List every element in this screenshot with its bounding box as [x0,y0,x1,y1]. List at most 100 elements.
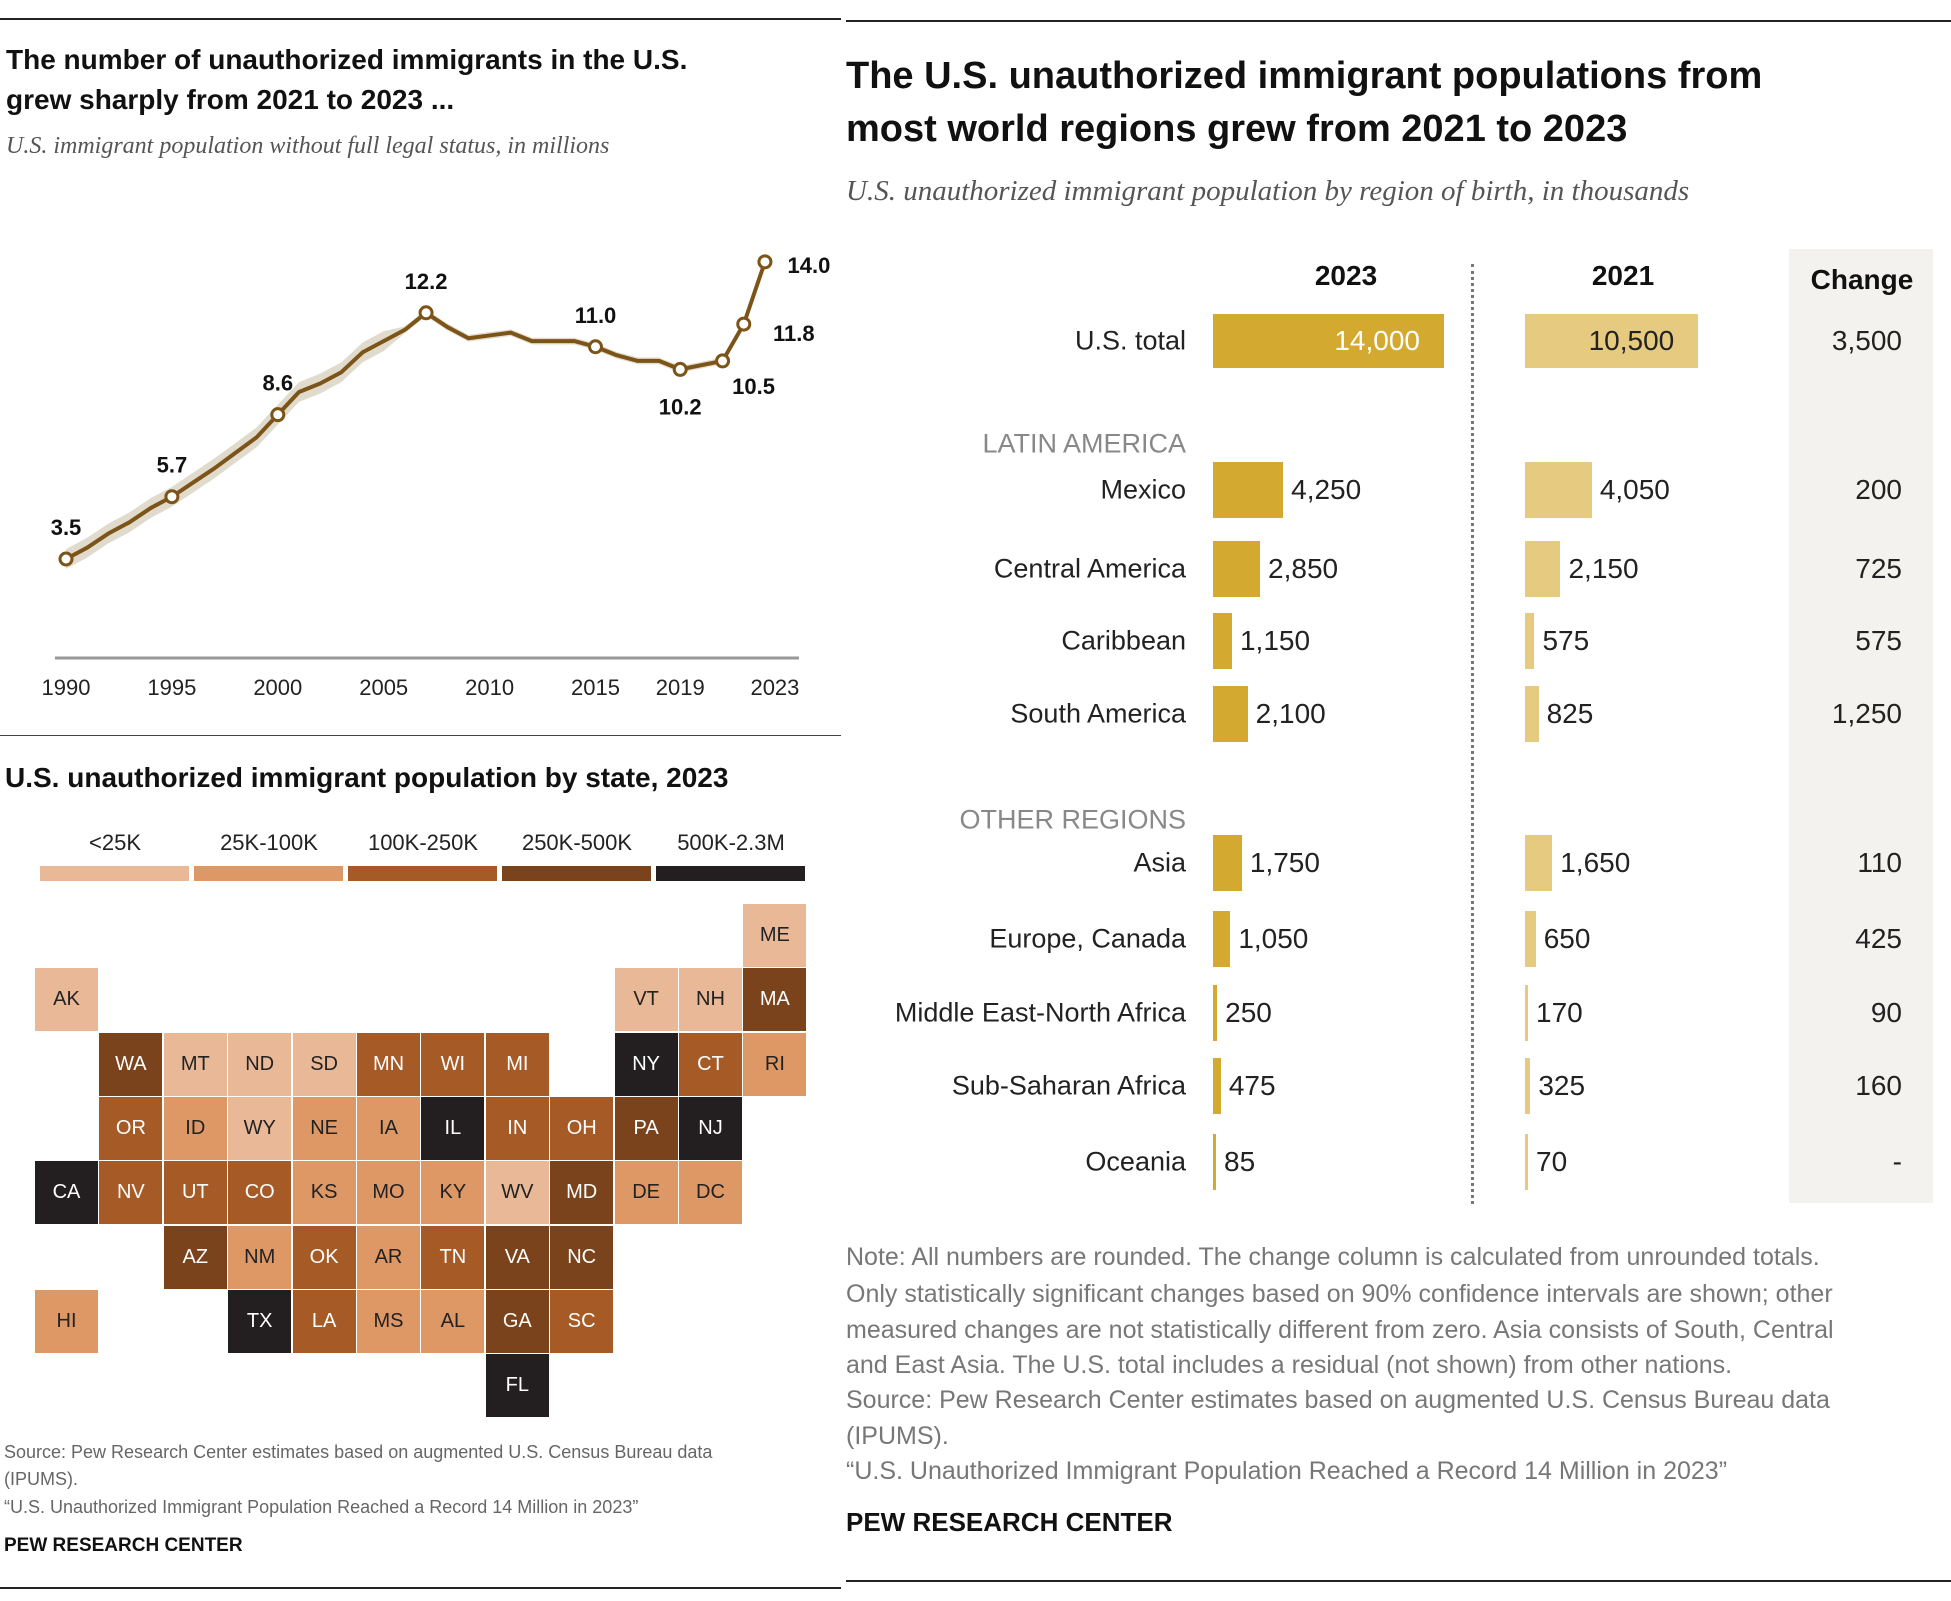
change-value: 425 [1855,923,1902,954]
left-top-rule [0,18,841,20]
state-tile-ia: IA [357,1096,420,1160]
bar-2021 [1525,613,1535,669]
value-2023: 4,250 [1291,474,1362,505]
right-brand: PEW RESEARCH CENTER [846,1507,1173,1537]
state-tile-ok: OK [292,1225,356,1289]
state-tile-ms: MS [357,1289,420,1353]
value-2023: 2,850 [1268,553,1339,584]
value-2021: 1,650 [1560,847,1631,878]
state-tile-mi: MI [485,1032,549,1096]
state-tile-la: LA [292,1289,356,1353]
state-tile-md: MD [550,1161,614,1225]
state-tile-ar: AR [357,1225,420,1289]
state-tile-az: AZ [163,1225,227,1289]
bar-2023 [1213,835,1242,891]
state-tile-dc: DC [679,1161,742,1225]
row-label: Middle East-North Africa [894,997,1186,1028]
line-chart-title-line-1: The number of unauthorized immigrants in… [6,44,688,75]
state-tile-id: ID [163,1096,227,1160]
header-change: Change [1810,264,1914,295]
data-label: 10.5 [732,374,775,399]
state-tile-in: IN [485,1096,549,1160]
data-point [672,361,688,377]
bar-2023 [1213,911,1231,967]
legend-label: <25K [89,830,141,855]
state-tile-nv: NV [99,1161,163,1225]
state-tile-ri: RI [743,1032,807,1096]
bar-2021 [1525,1058,1531,1114]
note-line: Source: Pew Research Center estimates ba… [846,1386,1830,1414]
header-2021: 2021 [1591,260,1655,291]
note-line: (IPUMS). [846,1422,949,1450]
state-tile-va: VA [485,1225,549,1289]
row-label: U.S. total [1074,325,1186,356]
state-tile-ct: CT [679,1032,742,1096]
change-value: 725 [1855,553,1902,584]
data-label: 11.8 [773,321,815,346]
data-point [418,305,434,321]
state-tile-pa: PA [614,1096,678,1160]
row-label: Mexico [1100,474,1186,505]
state-tile-ne: NE [292,1096,356,1160]
bar-2021 [1525,911,1536,967]
row-label: Asia [1133,847,1186,878]
row-label: Central America [993,553,1186,584]
bar-chart-title-line-1: The U.S. unauthorized immigrant populati… [846,55,1763,97]
note-line: Note: All numbers are rounded. The chang… [846,1243,1820,1271]
change-column-background [1789,249,1933,1203]
header-2023: 2023 [1314,260,1378,291]
x-tick-label: 2005 [359,675,408,700]
state-tile-ks: KS [292,1161,356,1225]
bar-2021 [1525,835,1553,891]
left-mid-rule [0,735,841,736]
state-tile-sc: SC [550,1289,614,1353]
bar-chart-title-line-2: most world regions grew from 2021 to 202… [846,108,1628,150]
state-tile-or: OR [99,1096,163,1160]
value-2021: 325 [1538,1070,1586,1101]
change-value: 1,250 [1831,698,1902,729]
state-tile-wi: WI [421,1032,485,1096]
bar-2023 [1213,462,1284,518]
x-tick-label: 2010 [465,675,514,700]
state-tile-mt: MT [163,1032,227,1096]
state-tile-ut: UT [163,1161,227,1225]
right-bottom-rule [846,1580,1951,1582]
state-tile-ga: GA [485,1289,549,1353]
change-value: 110 [1857,847,1902,878]
state-tile-il: IL [421,1096,485,1160]
change-value: 90 [1870,997,1902,1028]
category-label: OTHER REGIONS [959,804,1186,835]
state-tile-ky: KY [421,1161,485,1225]
state-tile-vt: VT [614,968,678,1032]
x-tick-label: 2023 [750,675,799,700]
state-tile-fl: FL [485,1354,549,1418]
x-tick-label: 2000 [253,675,302,700]
bar-2023 [1213,1134,1216,1190]
row-label: South America [1010,698,1186,729]
state-tile-ma: MA [743,968,807,1032]
value-2021: 825 [1546,698,1594,729]
state-tile-wa: WA [99,1032,163,1096]
x-tick-label: 2019 [656,675,705,700]
x-tick-label: 1990 [42,675,91,700]
right-top-rule [846,20,1951,22]
legend-swatch [348,866,497,881]
note-line: measured changes are not statistically d… [846,1316,1834,1344]
value-2023: 1,150 [1239,625,1311,656]
data-label: 10.2 [659,394,702,419]
left-source-line-1: Source: Pew Research Center estimates ba… [4,1442,713,1462]
left-bottom-rule [0,1587,841,1589]
series-line [65,261,767,561]
bar-2023 [1213,1058,1221,1114]
value-2021: 70 [1536,1146,1568,1177]
value-2023: 1,750 [1249,847,1320,878]
data-point [757,254,773,270]
x-tick-label: 2015 [571,675,620,700]
value-2023: 14,000 [1334,325,1420,356]
state-tile-oh: OH [550,1096,614,1160]
row-label: Europe, Canada [989,923,1186,954]
left-source-line-2: (IPUMS). [4,1469,78,1489]
change-value: 575 [1855,625,1902,656]
value-2023: 1,050 [1238,923,1309,954]
value-2023: 475 [1228,1070,1276,1101]
